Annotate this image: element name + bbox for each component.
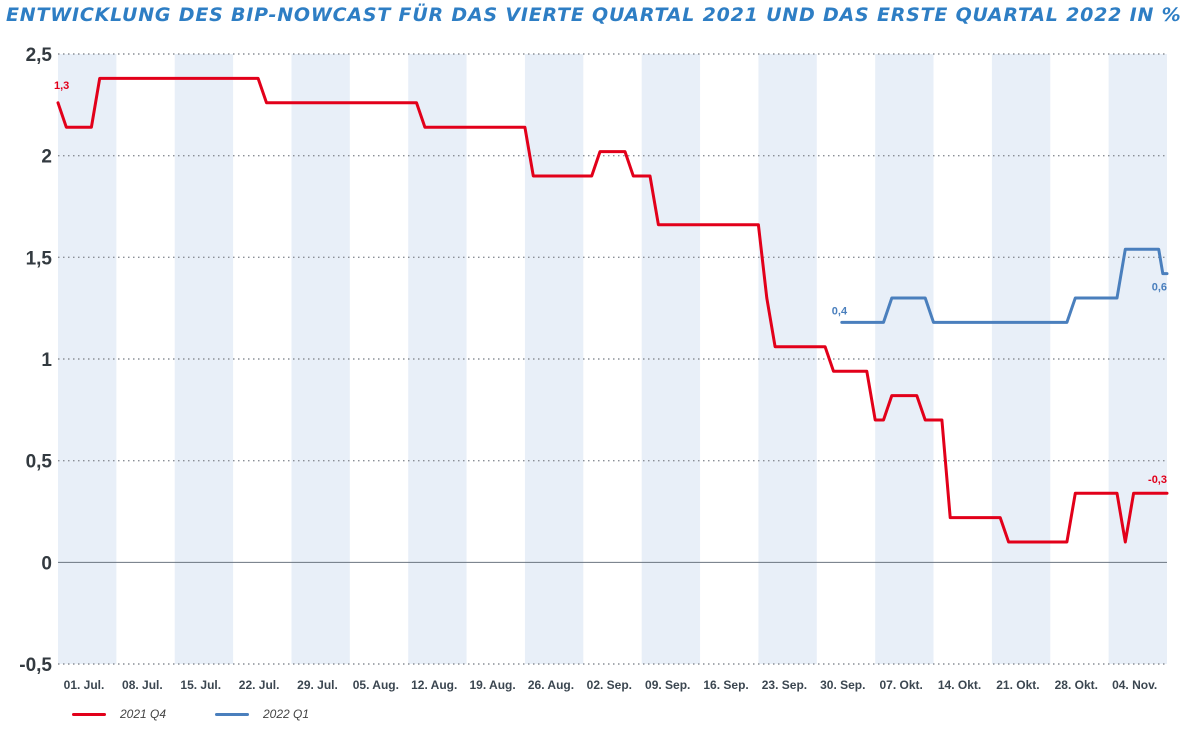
series-start-label-1: 0,4 xyxy=(832,305,848,317)
x-tick-label-9: 02. Sep. xyxy=(587,678,632,692)
x-tick-label-12: 23. Sep. xyxy=(762,678,807,692)
series-end-labels: 1,3 -0,3 0,4 0,6 xyxy=(54,80,1167,486)
y-axis-tick-labels: -0,5 0 0,5 1 1,5 2 2,5 xyxy=(19,45,52,676)
x-tick-label-7: 19. Aug. xyxy=(469,678,515,692)
x-tick-label-14: 07. Okt. xyxy=(879,678,922,692)
x-tick-label-6: 12. Aug. xyxy=(411,678,457,692)
y-tick-label-5: 2 xyxy=(41,147,52,168)
week-band-5 xyxy=(641,54,701,664)
legend-swatch-2021-q4 xyxy=(72,712,106,716)
x-tick-label-8: 26. Aug. xyxy=(528,678,574,692)
series-line-0 xyxy=(56,76,1169,544)
series-start-label-0: 1,3 xyxy=(54,80,69,92)
week-band-3 xyxy=(408,54,467,664)
x-tick-label-5: 05. Aug. xyxy=(353,678,399,692)
x-tick-label-4: 29. Jul. xyxy=(297,678,338,692)
legend-item-2021-q4: 2021 Q4 xyxy=(72,704,166,724)
x-tick-label-17: 28. Okt. xyxy=(1055,678,1098,692)
x-tick-label-0: 01. Jul. xyxy=(64,678,105,692)
y-tick-label-6: 2,5 xyxy=(26,45,53,66)
x-tick-label-11: 16. Sep. xyxy=(703,678,748,692)
x-tick-label-2: 15. Jul. xyxy=(180,678,221,692)
x-tick-label-10: 09. Sep. xyxy=(645,678,690,692)
x-tick-label-3: 22. Jul. xyxy=(239,678,280,692)
x-tick-label-1: 08. Jul. xyxy=(122,678,163,692)
x-tick-label-15: 14. Okt. xyxy=(938,678,981,692)
legend-label-2021-q4: 2021 Q4 xyxy=(120,707,167,721)
grid-lines xyxy=(58,53,1167,665)
y-tick-label-4: 1,5 xyxy=(26,248,53,269)
y-tick-label-2: 0,5 xyxy=(26,452,53,473)
week-band-8 xyxy=(991,54,1051,664)
week-band-2 xyxy=(291,54,350,664)
chart-title: ENTWICKLUNG DES BIP-NOWCAST FÜR DAS VIER… xyxy=(6,4,1182,26)
series-lines xyxy=(56,76,1169,544)
legend-item-2022-q1: 2022 Q1 xyxy=(215,704,309,724)
legend-label-2022-q1: 2022 Q1 xyxy=(263,707,310,721)
legend-swatch-2022-q1 xyxy=(215,712,249,716)
series-end-label-1: 0,6 xyxy=(1152,282,1167,294)
y-tick-label-0: -0,5 xyxy=(19,655,52,676)
series-line-1 xyxy=(840,247,1169,324)
y-tick-label-1: 0 xyxy=(41,553,52,574)
week-band-0 xyxy=(58,54,117,664)
series-end-label-0: -0,3 xyxy=(1148,474,1167,486)
y-tick-label-3: 1 xyxy=(41,350,52,371)
x-tick-label-16: 21. Okt. xyxy=(996,678,1039,692)
x-axis-tick-labels: 01. Jul. 08. Jul. 15. Jul. 22. Jul. 29. Jul.… xyxy=(64,678,1158,692)
x-tick-label-13: 30. Sep. xyxy=(820,678,865,692)
x-tick-label-18: 04. Nov. xyxy=(1112,678,1157,692)
